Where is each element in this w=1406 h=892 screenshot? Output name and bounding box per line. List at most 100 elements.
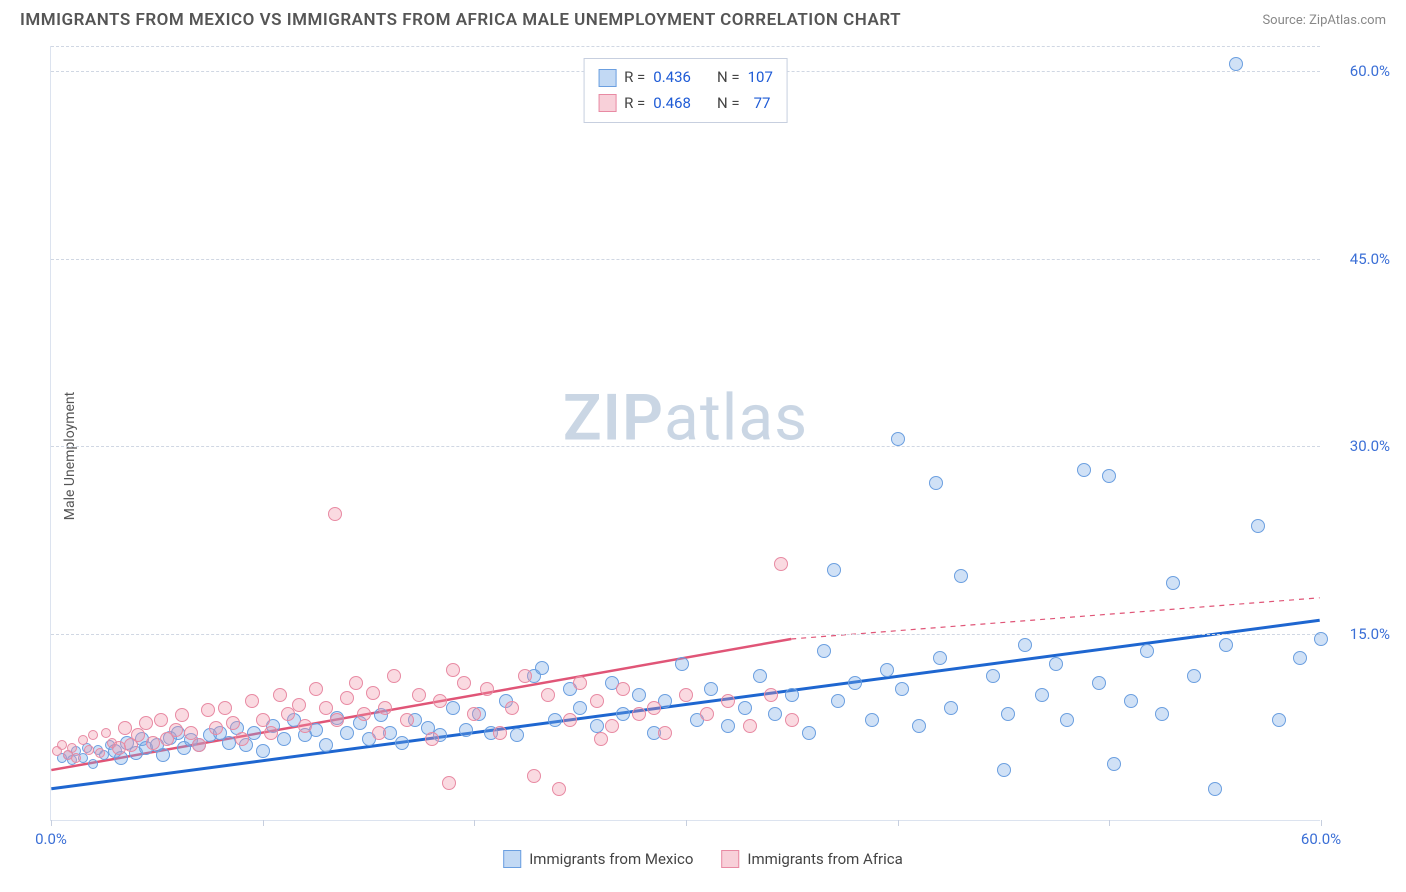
data-point-mexico [1293,651,1307,665]
watermark: ZIPatlas [563,380,808,455]
data-point-africa [590,694,604,708]
stats-row-mexico: R = 0.436 N = 107 [598,65,773,91]
data-point-mexico [785,688,799,702]
data-point-mexico [340,726,354,740]
data-point-mexico [1124,694,1138,708]
data-point-africa [146,736,160,750]
mexico-n-value: 107 [748,65,773,91]
data-point-mexico [319,738,333,752]
africa-r-value: 0.468 [653,91,691,117]
source-value: ZipAtlas.com [1309,13,1386,28]
data-point-mexico [738,701,752,715]
data-point-africa [425,732,439,746]
data-point-mexico [929,476,943,490]
data-point-mexico [1102,469,1116,483]
data-point-africa [366,686,380,700]
series-legend: Immigrants from Mexico Immigrants from A… [503,850,903,868]
x-tick-label: 60.0% [1301,830,1341,848]
data-point-africa [679,688,693,702]
data-point-africa [573,676,587,690]
data-point-africa [245,694,259,708]
data-point-africa [169,723,183,737]
data-point-africa [309,682,323,696]
data-point-mexico [986,669,1000,683]
gridline [51,259,1320,260]
x-tick [1109,820,1110,826]
data-point-mexico [954,569,968,583]
data-point-mexico [997,763,1011,777]
data-point-africa [292,698,306,712]
data-point-mexico [1229,57,1243,71]
data-point-mexico [848,676,862,690]
data-point-africa [131,728,145,742]
data-point-mexico [446,701,460,715]
data-point-africa [433,694,447,708]
data-point-africa [95,748,105,758]
data-point-africa [527,769,541,783]
data-point-mexico [1001,707,1015,721]
data-point-africa [743,719,757,733]
data-point-africa [209,721,223,735]
y-tick-label: 30.0% [1330,437,1390,455]
data-point-mexico [247,726,261,740]
data-point-mexico [704,682,718,696]
data-point-mexico [1155,707,1169,721]
data-point-africa [184,726,198,740]
x-tick-label: 0.0% [35,830,67,848]
data-point-africa [721,694,735,708]
data-point-mexico [632,688,646,702]
data-point-africa [594,732,608,746]
data-point-africa [764,688,778,702]
data-point-africa [201,703,215,717]
watermark-light: atlas [664,380,808,455]
data-point-africa [71,753,81,763]
data-point-mexico [1272,713,1286,727]
watermark-bold: ZIP [563,380,664,455]
data-point-africa [328,507,342,521]
y-tick-label: 45.0% [1330,250,1390,268]
source-attribution: Source: ZipAtlas.com [1262,13,1386,28]
data-point-mexico [865,713,879,727]
data-point-africa [349,676,363,690]
legend-label-africa: Immigrants from Africa [747,850,902,868]
data-point-mexico [277,732,291,746]
chart-header: IMMIGRANTS FROM MEXICO VS IMMIGRANTS FRO… [0,0,1406,36]
x-tick [51,820,52,826]
data-point-africa [552,782,566,796]
chart-title: IMMIGRANTS FROM MEXICO VS IMMIGRANTS FRO… [20,10,901,30]
data-point-africa [457,676,471,690]
n-label: N = [717,65,740,91]
data-point-africa [647,701,661,715]
chart-container: Male Unemployment ZIPatlas R = 0.436 N =… [0,36,1406,876]
gridline [51,446,1320,447]
swatch-blue-icon [598,69,616,87]
data-point-mexico [912,719,926,733]
legend-label-mexico: Immigrants from Mexico [529,850,693,868]
data-point-mexico [768,707,782,721]
y-tick-label: 60.0% [1330,62,1390,80]
data-point-africa [442,776,456,790]
data-point-africa [330,713,344,727]
data-point-africa [785,713,799,727]
data-point-mexico [616,707,630,721]
data-point-africa [298,719,312,733]
data-point-africa [67,743,77,753]
n-label: N = [717,91,740,117]
data-point-mexico [933,651,947,665]
data-point-mexico [891,432,905,446]
data-point-africa [467,707,481,721]
data-point-africa [118,721,132,735]
data-point-africa [226,716,240,730]
data-point-africa [256,713,270,727]
source-label: Source: [1262,13,1305,28]
data-point-africa [175,708,189,722]
data-point-mexico [573,701,587,715]
data-point-africa [658,726,672,740]
y-tick-label: 15.0% [1330,625,1390,643]
data-point-africa [378,701,392,715]
data-point-africa [101,728,111,738]
mexico-r-value: 0.436 [653,65,691,91]
data-point-africa [700,707,714,721]
data-point-africa [632,707,646,721]
data-point-mexico [548,713,562,727]
